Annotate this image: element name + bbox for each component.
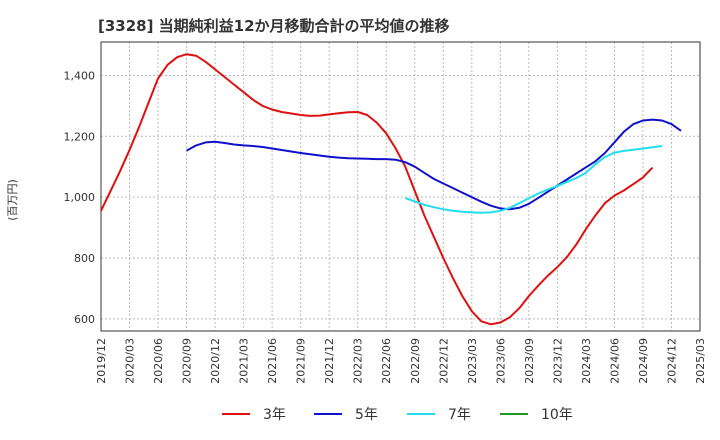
x-tick-label: 2020/12 [209, 338, 222, 384]
series-line-7年 [404, 145, 663, 214]
x-tick-label: 2022/12 [437, 338, 450, 384]
y-tick-label: 1,000 [64, 191, 96, 204]
chart-title: [3328] 当期純利益12か月移動合計の平均値の推移 [98, 17, 450, 35]
legend: 3年 5年 7年 10年 [222, 407, 573, 423]
legend-label: 7年 [448, 407, 471, 423]
x-tick-label: 2023/06 [494, 338, 507, 384]
y-tick-label: 1,400 [64, 69, 96, 82]
gridlines [101, 42, 700, 331]
x-tick-label: 2020/09 [181, 338, 194, 384]
x-tick-label: 2022/06 [380, 338, 393, 384]
x-tick-label: 2020/03 [124, 338, 137, 384]
x-tick-label: 2024/06 [608, 338, 621, 384]
x-tick-label: 2021/06 [266, 338, 279, 384]
legend-label: 5年 [355, 407, 378, 423]
series-line-3年 [100, 53, 654, 326]
x-axis: 2019/12 2020/03 2020/06 2020/09 2020/12 2021/… [95, 338, 707, 384]
x-tick-label: 2025/03 [694, 338, 707, 384]
x-tick-label: 2021/03 [238, 338, 251, 384]
x-tick-label: 2022/09 [409, 338, 422, 384]
series-lines [100, 53, 682, 326]
x-tick-label: 2023/12 [551, 338, 564, 384]
y-tick-label: 800 [74, 252, 95, 265]
x-tick-label: 2021/12 [323, 338, 336, 384]
y-axis: 600 800 1,000 1,200 1,400 [64, 69, 96, 325]
legend-label: 10年 [541, 407, 573, 423]
plot-area [100, 41, 701, 332]
x-tick-label: 2024/03 [580, 338, 593, 384]
x-tick-label: 2023/09 [523, 338, 536, 384]
x-tick-label: 2020/06 [152, 338, 165, 384]
x-tick-label: 2024/12 [665, 338, 678, 384]
y-tick-label: 1,200 [64, 130, 96, 143]
x-tick-label: 2024/09 [637, 338, 650, 384]
x-tick-label: 2021/09 [295, 338, 308, 384]
y-tick-label: 600 [74, 313, 95, 326]
y-axis-label: (百万円) [6, 179, 19, 221]
x-tick-label: 2019/12 [95, 338, 108, 384]
series-line-5年 [186, 118, 682, 211]
x-tick-label: 2022/03 [352, 338, 365, 384]
legend-label: 3年 [263, 407, 286, 423]
x-tick-label: 2023/03 [466, 338, 479, 384]
